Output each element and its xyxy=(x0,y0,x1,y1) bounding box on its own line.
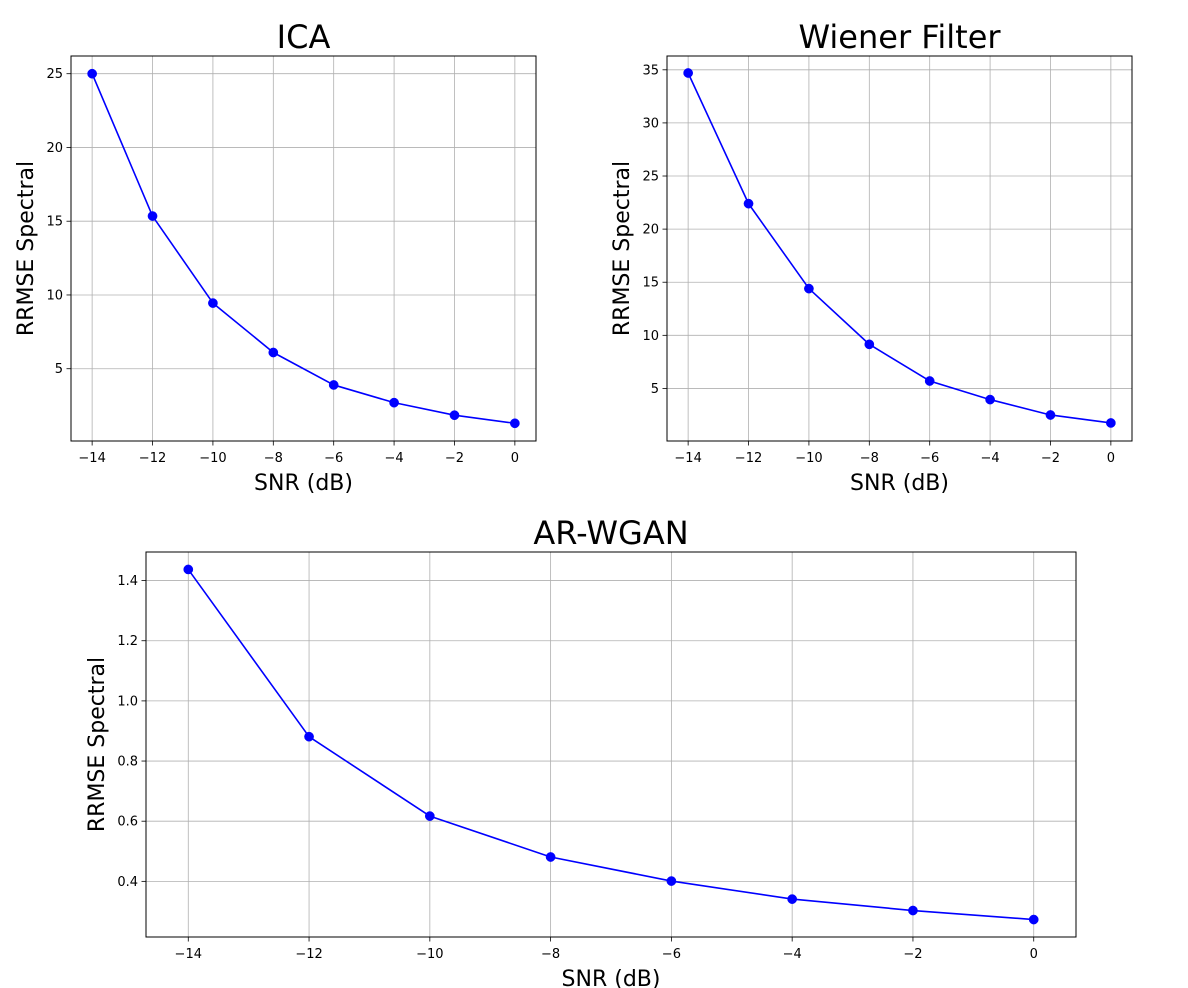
chart-3-series-0-point-6 xyxy=(908,905,918,916)
chart-2-series-0-point-4 xyxy=(924,376,935,386)
chart-2-series-0-line xyxy=(687,72,1111,424)
chart-2-x-tick-label-4: −6 xyxy=(920,451,939,466)
chart-3-x-tick-label-6: −2 xyxy=(903,947,922,962)
chart-3-series-0-point-1 xyxy=(304,731,314,742)
chart-1-series-0-point-2 xyxy=(208,298,218,308)
chart-1-series-0-line xyxy=(91,73,515,425)
chart-3-x-tick-label-7: 0 xyxy=(1030,947,1038,962)
chart-3-series-0-line xyxy=(187,568,1034,921)
chart-1-series-0-point-3 xyxy=(268,347,279,358)
chart-1-y-tick-label-1: 10 xyxy=(46,288,63,303)
chart-1-series-0-point-7 xyxy=(510,418,520,429)
chart-1-x-tick-label-6: −2 xyxy=(445,451,464,466)
chart-2-x-tick-label-0: −14 xyxy=(674,451,701,466)
chart-1-x-tick-label-2: −10 xyxy=(199,451,226,466)
chart-1-x-tick-label-7: 0 xyxy=(511,451,519,466)
chart-1-series-0-point-1 xyxy=(147,211,158,221)
chart-2-title: Wiener Filter xyxy=(798,18,1001,56)
chart-1-y-tick-label-0: 5 xyxy=(55,362,63,377)
chart-2-x-tick-label-2: −10 xyxy=(795,451,822,466)
chart-3-x-axis-label: SNR (dB) xyxy=(562,967,661,988)
chart-3-y-tick-label-2: 0.8 xyxy=(117,755,138,770)
chart-1-x-tick-label-0: −14 xyxy=(78,451,105,466)
chart-2-x-tick-label-6: −2 xyxy=(1041,451,1060,466)
chart-2-x-tick-label-3: −8 xyxy=(860,451,879,466)
chart-1-series-0-point-0 xyxy=(87,68,97,79)
chart-3-series-0-point-5 xyxy=(787,894,798,904)
chart-2-y-tick-label-5: 30 xyxy=(642,116,659,131)
chart-1-title: ICA xyxy=(277,18,331,56)
chart-2-series-0-point-0 xyxy=(683,68,693,78)
chart-2-y-tick-label-6: 35 xyxy=(642,63,659,78)
chart-1-y-tick-label-4: 25 xyxy=(46,67,63,82)
chart-2-y-tick-label-0: 5 xyxy=(651,382,659,397)
chart-3-x-tick-label-1: −12 xyxy=(295,947,322,962)
chart-1-x-axis-label: SNR (dB) xyxy=(254,471,353,496)
chart-3-ar-wgan: −14 −12 −10 −8 −6 −4 −2 0 0.4 0.6 0.8 1.0 1.2 1.4 AR-W… xyxy=(85,514,1077,988)
chart-2-y-tick-label-2: 15 xyxy=(642,276,659,291)
chart-2-wiener-filter: −14 −12 −10 −8 −6 −4 −2 0 5 10 15 20 25 30 35 Wiener Fi… xyxy=(610,18,1133,496)
chart-2-series-0-point-3 xyxy=(864,339,875,350)
chart-1-y-axis-label: RRMSE Spectral xyxy=(14,161,39,336)
chart-3-x-tick-label-2: −10 xyxy=(416,947,443,962)
chart-3-series-0-point-4 xyxy=(666,876,677,886)
chart-3-y-tick-label-1: 0.6 xyxy=(117,815,138,830)
chart-1-series-0-point-6 xyxy=(449,410,460,421)
chart-1-x-tick-label-1: −12 xyxy=(139,451,166,466)
chart-3-y-tick-label-3: 1.0 xyxy=(117,694,138,709)
chart-3-y-tick-label-4: 1.2 xyxy=(117,634,138,649)
chart-1-x-tick-label-3: −8 xyxy=(264,451,283,466)
chart-2-series-0-point-7 xyxy=(1106,418,1116,428)
chart-2-y-axis-label: RRMSE Spectral xyxy=(610,161,635,336)
chart-1-y-tick-label-2: 15 xyxy=(46,215,63,230)
chart-1-ica: −14 −12 −10 −8 −6 −4 −2 0 5 10 15 20 25 ICA SNR (dB) RR… xyxy=(14,18,537,496)
chart-2-x-tick-label-7: 0 xyxy=(1107,451,1115,466)
chart-2-series-0-point-1 xyxy=(743,198,754,209)
chart-3-series-0-point-0 xyxy=(183,564,194,575)
chart-3-x-tick-label-3: −8 xyxy=(541,947,560,962)
chart-3-x-tick-label-5: −4 xyxy=(783,947,802,962)
chart-3-series-0-point-7 xyxy=(1028,914,1039,925)
chart-3-y-tick-label-5: 1.4 xyxy=(117,574,138,589)
chart-3-series-0-point-3 xyxy=(545,852,556,862)
chart-2-series-0-point-5 xyxy=(985,394,995,405)
chart-3-x-tick-label-0: −14 xyxy=(175,947,202,962)
chart-2-x-tick-label-5: −4 xyxy=(980,451,999,466)
chart-3-series-0-point-2 xyxy=(424,811,435,821)
chart-3-title: AR-WGAN xyxy=(533,514,688,552)
chart-1-series-0-point-4 xyxy=(328,380,339,390)
chart-2-series-0-point-6 xyxy=(1045,410,1056,420)
chart-1-plot-frame xyxy=(70,55,537,442)
chart-3-x-tick-label-4: −6 xyxy=(662,947,681,962)
chart-2-x-tick-label-1: −12 xyxy=(735,451,762,466)
chart-1-x-tick-label-4: −6 xyxy=(324,451,343,466)
chart-2-series-0-point-2 xyxy=(804,283,814,294)
chart-3-plot-frame xyxy=(145,551,1077,938)
chart-1-series-0-point-5 xyxy=(389,397,399,408)
chart-2-y-tick-label-3: 20 xyxy=(642,223,659,238)
chart-3-y-axis-label: RRMSE Spectral xyxy=(85,657,110,832)
chart-2-y-tick-label-4: 25 xyxy=(642,170,659,185)
chart-2-x-axis-label: SNR (dB) xyxy=(850,471,949,496)
chart-3-y-tick-label-0: 0.4 xyxy=(117,875,138,890)
chart-1-x-tick-label-5: −4 xyxy=(384,451,403,466)
chart-2-plot-frame xyxy=(666,55,1133,442)
chart-2-y-tick-label-1: 10 xyxy=(642,329,659,344)
chart-1-y-tick-label-3: 20 xyxy=(46,141,63,156)
